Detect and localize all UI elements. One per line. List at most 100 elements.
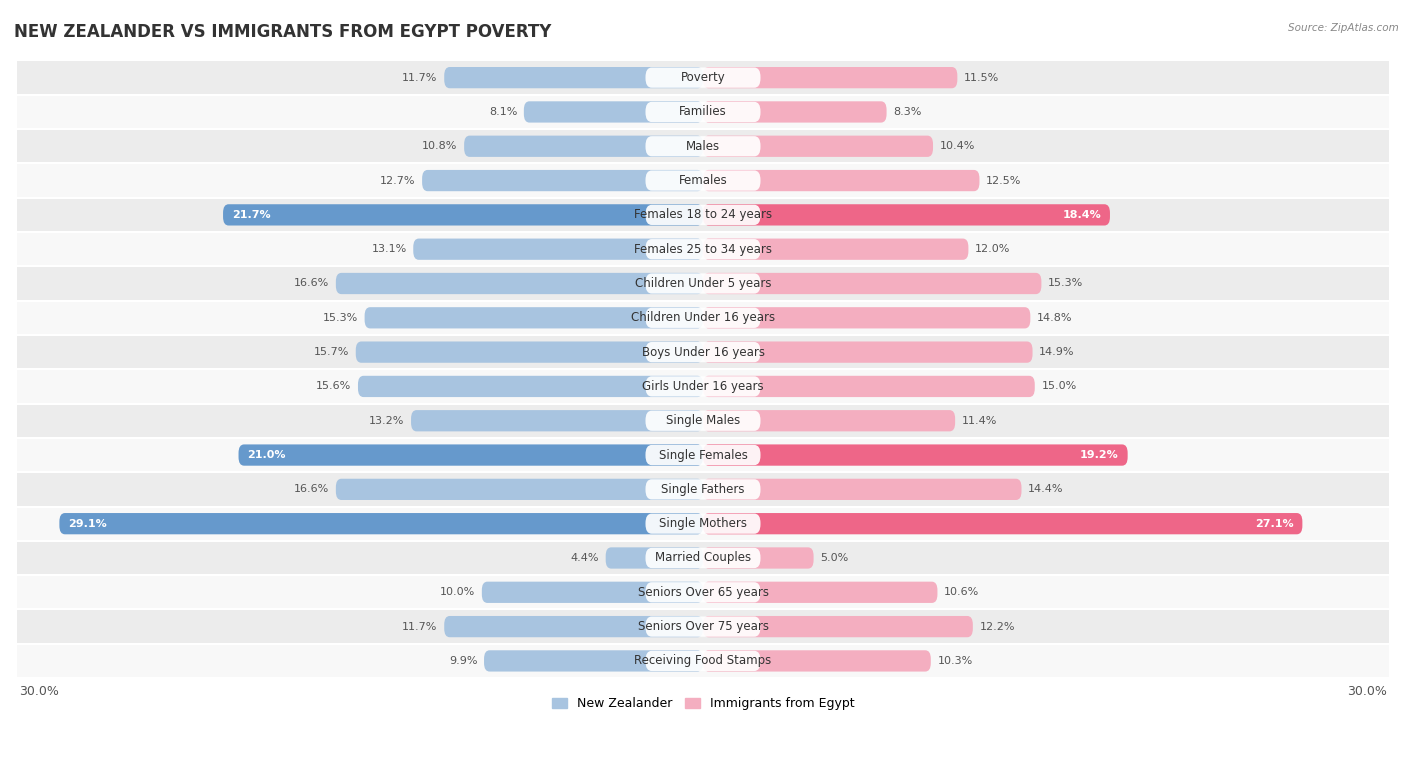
FancyBboxPatch shape (703, 650, 931, 672)
FancyBboxPatch shape (703, 479, 1022, 500)
Text: 12.2%: 12.2% (980, 622, 1015, 631)
FancyBboxPatch shape (645, 205, 761, 225)
Text: 27.1%: 27.1% (1256, 518, 1294, 528)
Text: 15.0%: 15.0% (1042, 381, 1077, 391)
Bar (17, 369, 1389, 403)
FancyBboxPatch shape (411, 410, 703, 431)
FancyBboxPatch shape (645, 514, 761, 534)
Bar (17, 438, 1389, 472)
FancyBboxPatch shape (703, 444, 1128, 465)
Text: 8.1%: 8.1% (489, 107, 517, 117)
Text: 15.7%: 15.7% (314, 347, 349, 357)
Text: 11.5%: 11.5% (965, 73, 1000, 83)
Text: 10.4%: 10.4% (939, 141, 974, 152)
Text: 14.4%: 14.4% (1028, 484, 1063, 494)
FancyBboxPatch shape (703, 376, 1035, 397)
Text: Seniors Over 65 years: Seniors Over 65 years (637, 586, 769, 599)
Text: 15.6%: 15.6% (316, 381, 352, 391)
FancyBboxPatch shape (645, 136, 761, 156)
Text: Receiving Food Stamps: Receiving Food Stamps (634, 654, 772, 667)
Text: 13.2%: 13.2% (368, 415, 405, 426)
Text: 12.5%: 12.5% (986, 176, 1022, 186)
FancyBboxPatch shape (645, 616, 761, 637)
Bar (17, 301, 1389, 335)
FancyBboxPatch shape (645, 548, 761, 568)
Bar (17, 198, 1389, 232)
Text: 11.7%: 11.7% (402, 73, 437, 83)
Text: Females 25 to 34 years: Females 25 to 34 years (634, 243, 772, 255)
FancyBboxPatch shape (224, 204, 703, 226)
FancyBboxPatch shape (524, 102, 703, 123)
Bar (17, 472, 1389, 506)
Text: Single Fathers: Single Fathers (661, 483, 745, 496)
FancyBboxPatch shape (703, 239, 969, 260)
Text: 10.0%: 10.0% (440, 587, 475, 597)
Text: Girls Under 16 years: Girls Under 16 years (643, 380, 763, 393)
FancyBboxPatch shape (645, 102, 761, 122)
Bar (17, 403, 1389, 438)
Text: Source: ZipAtlas.com: Source: ZipAtlas.com (1288, 23, 1399, 33)
Text: 29.1%: 29.1% (69, 518, 107, 528)
Bar (17, 232, 1389, 266)
Text: 10.6%: 10.6% (943, 587, 980, 597)
Text: 9.9%: 9.9% (449, 656, 478, 666)
Text: Single Females: Single Females (658, 449, 748, 462)
Text: 16.6%: 16.6% (294, 484, 329, 494)
Text: Poverty: Poverty (681, 71, 725, 84)
FancyBboxPatch shape (356, 342, 703, 363)
FancyBboxPatch shape (645, 67, 761, 88)
Bar (17, 164, 1389, 198)
FancyBboxPatch shape (359, 376, 703, 397)
FancyBboxPatch shape (645, 171, 761, 191)
FancyBboxPatch shape (703, 307, 1031, 328)
Text: 15.3%: 15.3% (323, 313, 359, 323)
FancyBboxPatch shape (422, 170, 703, 191)
FancyBboxPatch shape (703, 136, 934, 157)
Text: 21.0%: 21.0% (247, 450, 285, 460)
FancyBboxPatch shape (482, 581, 703, 603)
FancyBboxPatch shape (703, 616, 973, 637)
FancyBboxPatch shape (703, 581, 938, 603)
Text: 12.7%: 12.7% (380, 176, 416, 186)
FancyBboxPatch shape (645, 479, 761, 500)
Text: 10.3%: 10.3% (938, 656, 973, 666)
FancyBboxPatch shape (444, 67, 703, 88)
FancyBboxPatch shape (645, 342, 761, 362)
FancyBboxPatch shape (336, 273, 703, 294)
Text: 11.4%: 11.4% (962, 415, 997, 426)
Text: Females: Females (679, 174, 727, 187)
Text: Single Males: Single Males (666, 414, 740, 428)
FancyBboxPatch shape (645, 274, 761, 293)
Bar (17, 609, 1389, 644)
Text: 8.3%: 8.3% (893, 107, 921, 117)
Bar (17, 266, 1389, 301)
FancyBboxPatch shape (645, 308, 761, 328)
FancyBboxPatch shape (703, 67, 957, 88)
FancyBboxPatch shape (645, 651, 761, 671)
Text: Seniors Over 75 years: Seniors Over 75 years (637, 620, 769, 633)
Text: Single Mothers: Single Mothers (659, 517, 747, 530)
Text: 14.8%: 14.8% (1038, 313, 1073, 323)
FancyBboxPatch shape (464, 136, 703, 157)
Bar (17, 95, 1389, 129)
Text: NEW ZEALANDER VS IMMIGRANTS FROM EGYPT POVERTY: NEW ZEALANDER VS IMMIGRANTS FROM EGYPT P… (14, 23, 551, 41)
Bar (17, 575, 1389, 609)
Text: Boys Under 16 years: Boys Under 16 years (641, 346, 765, 359)
FancyBboxPatch shape (239, 444, 703, 465)
FancyBboxPatch shape (645, 239, 761, 259)
Text: 5.0%: 5.0% (820, 553, 848, 563)
FancyBboxPatch shape (336, 479, 703, 500)
FancyBboxPatch shape (484, 650, 703, 672)
Text: Children Under 16 years: Children Under 16 years (631, 312, 775, 324)
FancyBboxPatch shape (645, 376, 761, 396)
FancyBboxPatch shape (59, 513, 703, 534)
Bar (17, 644, 1389, 678)
FancyBboxPatch shape (703, 204, 1109, 226)
Text: 15.3%: 15.3% (1047, 278, 1083, 289)
FancyBboxPatch shape (364, 307, 703, 328)
Text: 13.1%: 13.1% (371, 244, 406, 254)
Bar (17, 335, 1389, 369)
FancyBboxPatch shape (645, 445, 761, 465)
Text: 16.6%: 16.6% (294, 278, 329, 289)
Text: 14.9%: 14.9% (1039, 347, 1074, 357)
